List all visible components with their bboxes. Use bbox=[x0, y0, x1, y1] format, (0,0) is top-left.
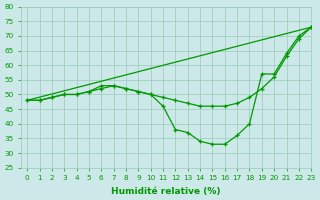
X-axis label: Humidité relative (%): Humidité relative (%) bbox=[111, 187, 221, 196]
